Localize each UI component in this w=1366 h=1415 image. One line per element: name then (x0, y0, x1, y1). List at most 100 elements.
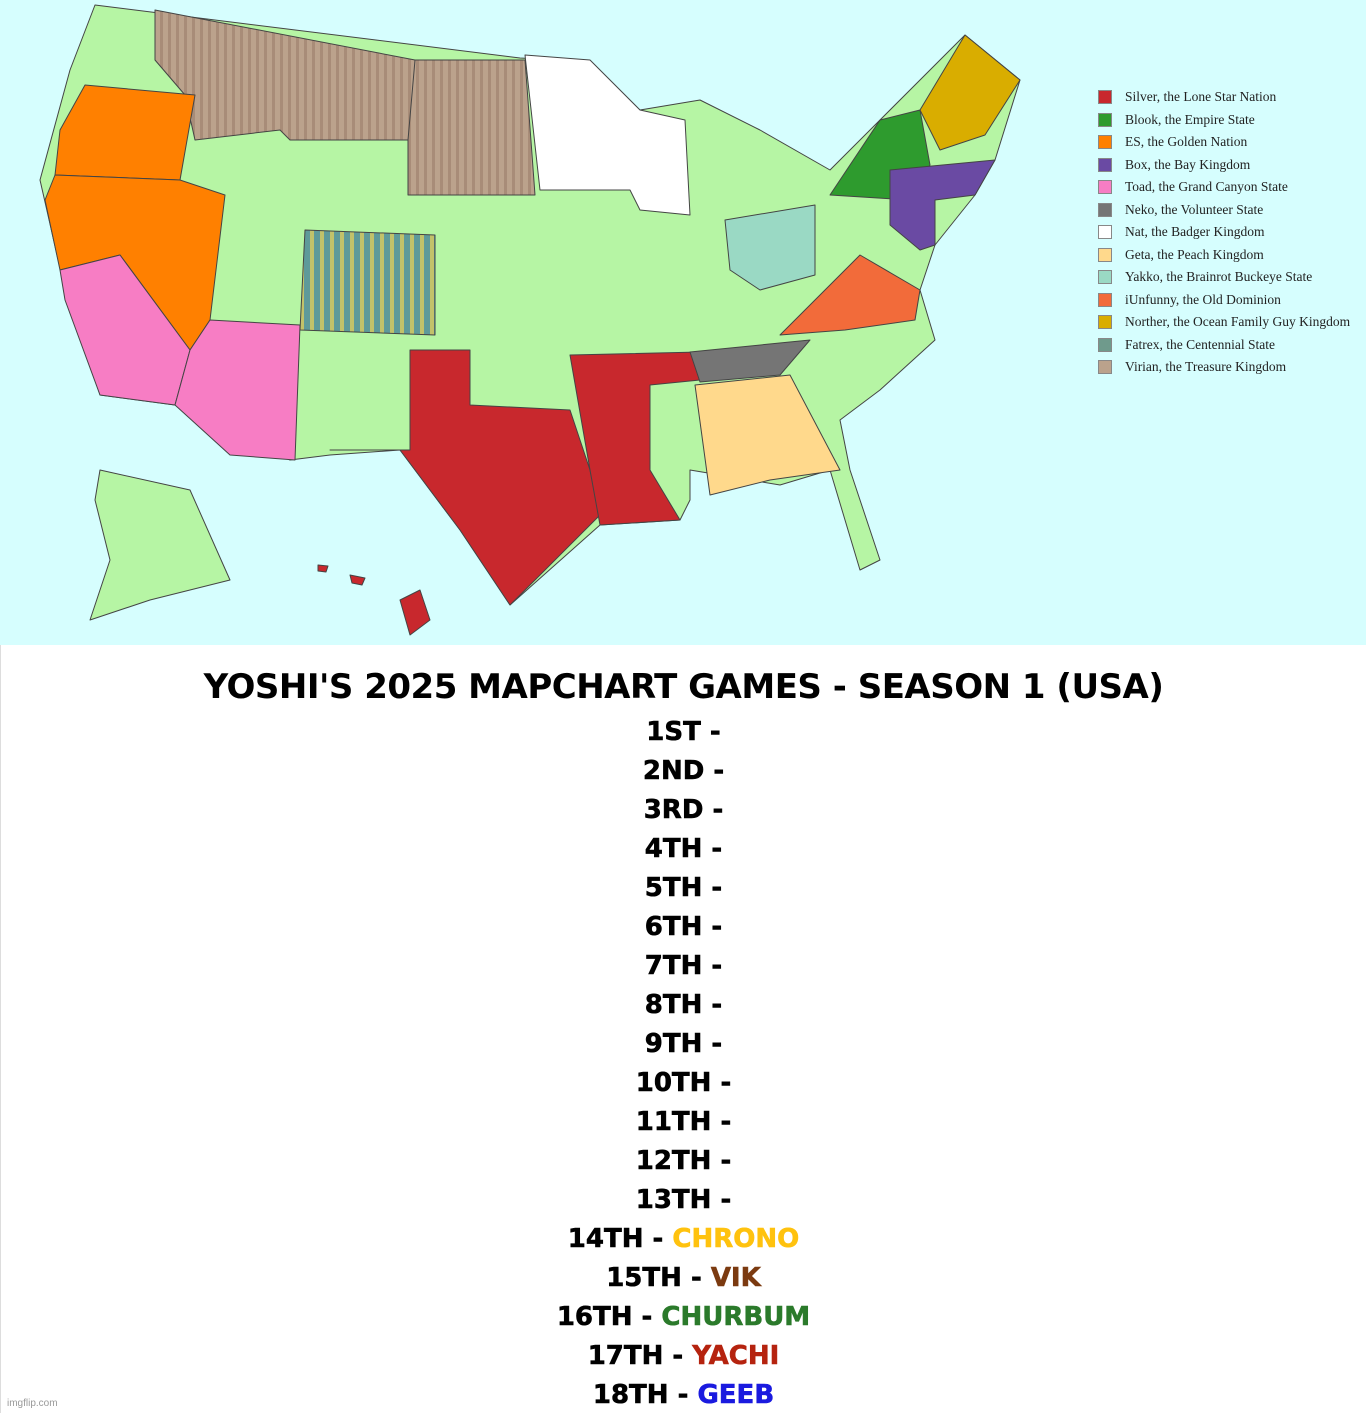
rank-place: 1ST - (646, 717, 721, 748)
rank-place: 11TH - (635, 1107, 732, 1138)
rank-row: 6TH - (1, 908, 1366, 947)
legend-row: Silver, the Lone Star Nation (1098, 86, 1350, 109)
rank-row: 9TH - (1, 1025, 1366, 1064)
rank-place: 4TH - (644, 834, 723, 865)
rankings: 1ST - 2ND - 3RD - 4TH - 5TH - 6TH - 7TH - 8TH -… (1, 713, 1366, 1415)
legend-label: ES, the Golden Nation (1125, 134, 1248, 150)
legend: Silver, the Lone Star Nation Blook, the E… (1098, 86, 1350, 379)
rank-row: 8TH - (1, 986, 1366, 1025)
rank-row: 11TH - (1, 1103, 1366, 1142)
rank-place: 12TH - (635, 1146, 732, 1177)
rankings-panel: YOSHI'S 2025 MAPCHART GAMES - SEASON 1 (… (0, 645, 1366, 1413)
region-box (889, 159, 996, 251)
rank-name: YACHI (692, 1341, 780, 1372)
rank-place: 17TH - (587, 1341, 684, 1372)
legend-row: Neko, the Volunteer State (1098, 199, 1350, 222)
rank-place: 3RD - (643, 795, 724, 826)
rank-place: 18TH - (592, 1380, 689, 1411)
rank-place: 5TH - (644, 873, 723, 904)
legend-swatch (1098, 180, 1112, 195)
legend-label: Silver, the Lone Star Nation (1125, 89, 1277, 105)
region-silver (329, 349, 601, 606)
rank-place: 16TH - (556, 1302, 653, 1333)
rank-place: 9TH - (644, 1029, 723, 1060)
legend-row: Blook, the Empire State (1098, 109, 1350, 132)
hawaii (399, 589, 431, 636)
legend-swatch (1098, 360, 1112, 375)
legend-label: Fatrex, the Centennial State (1125, 336, 1275, 352)
legend-label: Norther, the Ocean Family Guy Kingdom (1125, 314, 1351, 330)
rank-row: 2ND - (1, 752, 1366, 791)
region-virian (407, 59, 536, 196)
rank-row: 3RD - (1, 791, 1366, 830)
legend-row: Nat, the Badger Kingdom (1098, 221, 1350, 244)
legend-swatch (1098, 270, 1112, 285)
legend-label: Toad, the Grand Canyon State (1125, 179, 1288, 195)
rank-name: CHURBUM (661, 1302, 811, 1333)
rank-place: 2ND - (642, 756, 725, 787)
legend-swatch (1098, 315, 1112, 330)
region-yakko (724, 204, 816, 291)
region-norther (919, 34, 1021, 151)
watermark: imgflip.com (7, 1398, 58, 1409)
rank-row: 18TH - GEEB (1, 1376, 1366, 1415)
legend-row: iUnfunny, the Old Dominion (1098, 289, 1350, 312)
rank-row: 16TH - CHURBUM (1, 1298, 1366, 1337)
rank-row: 10TH - (1, 1064, 1366, 1103)
hawaii (317, 564, 329, 573)
legend-label: Box, the Bay Kingdom (1125, 156, 1251, 172)
legend-row: Box, the Bay Kingdom (1098, 154, 1350, 177)
usa-map (0, 0, 1366, 645)
legend-swatch (1098, 112, 1112, 127)
legend-swatch (1098, 292, 1112, 307)
legend-label: Nat, the Badger Kingdom (1125, 224, 1265, 240)
legend-row: Geta, the Peach Kingdom (1098, 244, 1350, 267)
legend-label: Blook, the Empire State (1125, 111, 1255, 127)
rank-place: 6TH - (644, 912, 723, 943)
legend-row: Virian, the Treasure Kingdom (1098, 356, 1350, 379)
states (39, 4, 1021, 636)
legend-row: Toad, the Grand Canyon State (1098, 176, 1350, 199)
legend-swatch (1098, 90, 1112, 105)
legend-swatch (1098, 225, 1112, 240)
rank-place: 13TH - (635, 1185, 732, 1216)
rank-row: 17TH - YACHI (1, 1337, 1366, 1376)
region-fatrex (299, 229, 436, 336)
rank-row: 4TH - (1, 830, 1366, 869)
rank-place: 15TH - (606, 1263, 702, 1294)
rank-place: 10TH - (635, 1068, 732, 1099)
legend-label: Virian, the Treasure Kingdom (1125, 359, 1287, 375)
rank-name: GEEB (697, 1380, 775, 1411)
legend-row: Norther, the Ocean Family Guy Kingdom (1098, 311, 1350, 334)
rank-name: CHRONO (672, 1224, 800, 1255)
legend-label: Geta, the Peach Kingdom (1125, 246, 1264, 262)
legend-swatch (1098, 202, 1112, 217)
alaska (89, 469, 231, 621)
rank-row: 13TH - (1, 1181, 1366, 1220)
legend-swatch (1098, 157, 1112, 172)
legend-swatch (1098, 135, 1112, 150)
rank-row: 7TH - (1, 947, 1366, 986)
legend-row: ES, the Golden Nation (1098, 131, 1350, 154)
legend-row: Fatrex, the Centennial State (1098, 334, 1350, 357)
legend-row: Yakko, the Brainrot Buckeye State (1098, 266, 1350, 289)
legend-label: Neko, the Volunteer State (1125, 201, 1264, 217)
rank-row: 12TH - (1, 1142, 1366, 1181)
hawaii (349, 574, 366, 586)
legend-swatch (1098, 247, 1112, 262)
legend-label: iUnfunny, the Old Dominion (1125, 291, 1281, 307)
region-neko (689, 339, 811, 383)
rank-row: 5TH - (1, 869, 1366, 908)
rank-place: 7TH - (644, 951, 723, 982)
rank-row: 1ST - (1, 713, 1366, 752)
legend-swatch (1098, 337, 1112, 352)
region-geta (694, 374, 841, 496)
rank-row: 14TH - CHRONO (1, 1220, 1366, 1259)
title: YOSHI'S 2025 MAPCHART GAMES - SEASON 1 (… (203, 667, 1164, 707)
legend-label: Yakko, the Brainrot Buckeye State (1125, 269, 1313, 285)
rank-row: 15TH - VIK (1, 1259, 1366, 1298)
region-iunfunny (779, 254, 921, 336)
region-nat (524, 54, 691, 216)
rank-place: 8TH - (644, 990, 723, 1021)
